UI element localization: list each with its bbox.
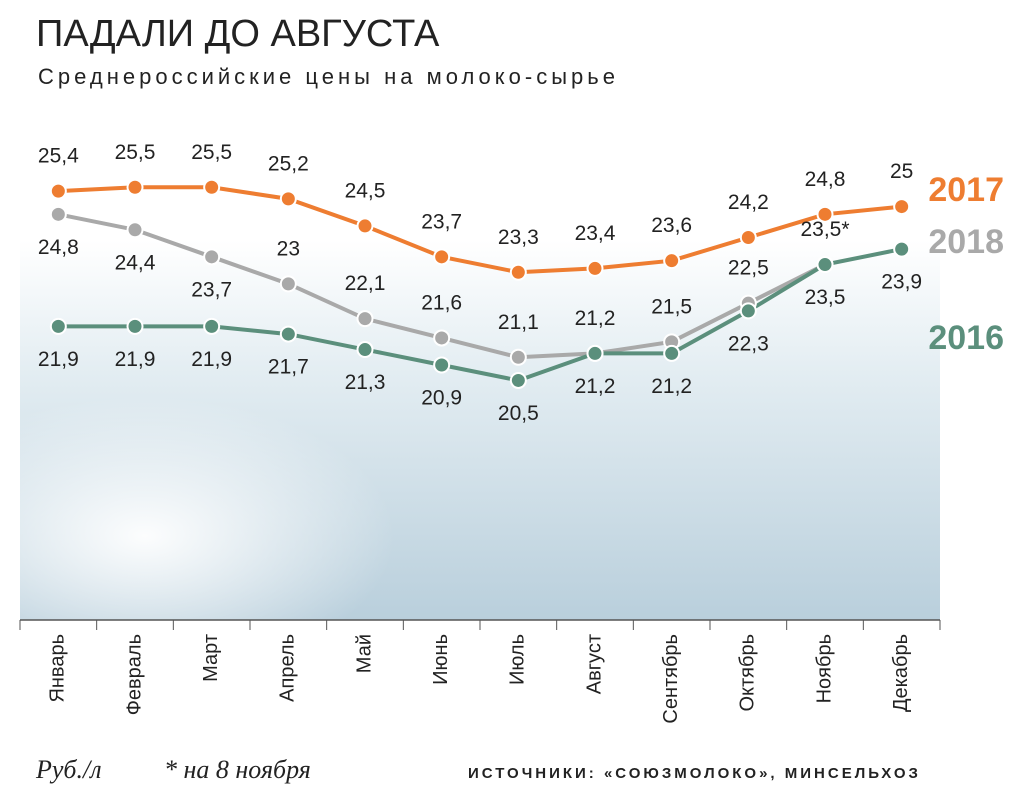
- point: [586, 344, 604, 362]
- point: [433, 329, 451, 347]
- data-label: 21,9: [191, 348, 232, 371]
- data-label: 25: [890, 160, 913, 183]
- legend-label: 2018: [928, 223, 1004, 261]
- point: [279, 190, 297, 208]
- data-label: 21,5: [651, 295, 692, 318]
- x-tick-label: Август: [583, 634, 605, 694]
- data-label: 23,6: [651, 214, 692, 237]
- data-label: 23,7: [191, 278, 232, 301]
- legend-label: 2016: [928, 319, 1004, 357]
- point: [279, 325, 297, 343]
- series-line: [58, 247, 903, 383]
- chart-subtitle: Среднероссийские цены на молоко-сырье: [38, 64, 619, 89]
- point: [126, 317, 144, 335]
- point: [203, 317, 221, 335]
- x-tick-label: Март: [200, 634, 222, 682]
- milk-splash: [20, 340, 520, 620]
- point: [509, 348, 527, 366]
- point: [356, 310, 374, 328]
- point: [509, 263, 527, 281]
- x-tick-label: Январь: [47, 634, 69, 703]
- data-label: 20,5: [498, 402, 539, 425]
- x-tick-label: Октябрь: [737, 634, 759, 712]
- point: [49, 182, 67, 200]
- data-label: 25,5: [191, 141, 232, 164]
- point: [356, 217, 374, 235]
- point: [49, 205, 67, 223]
- point: [279, 275, 297, 293]
- data-label: 22,1: [345, 272, 386, 295]
- point: [203, 178, 221, 196]
- data-label: 25,5: [115, 141, 156, 164]
- x-tick-label: Июль: [507, 634, 529, 685]
- x-tick-label: Май: [353, 634, 375, 673]
- point: [509, 371, 527, 389]
- legend-label: 2017: [928, 171, 1004, 209]
- point: [126, 178, 144, 196]
- data-label: 21,7: [268, 356, 309, 379]
- data-label: 24,4: [115, 251, 156, 274]
- point: [663, 252, 681, 270]
- point: [586, 259, 604, 277]
- x-tick-label: Декабрь: [890, 634, 912, 712]
- data-label: 21,9: [38, 348, 79, 371]
- data-label: 24,8: [38, 236, 79, 259]
- point: [893, 198, 911, 216]
- data-label: 22,5: [728, 257, 769, 280]
- x-tick-label: Февраль: [123, 634, 145, 715]
- point: [739, 302, 757, 320]
- data-label: 21,6: [421, 292, 462, 315]
- data-label: 21,1: [498, 311, 539, 334]
- source: ИСТОЧНИКИ: «СОЮЗМОЛОКО», МИНСЕЛЬХОЗ: [468, 765, 921, 782]
- point: [816, 205, 834, 223]
- point: [739, 229, 757, 246]
- data-label: 23,4: [575, 222, 616, 245]
- x-tick-label: Июнь: [430, 634, 452, 685]
- x-tick-label: Сентябрь: [660, 634, 682, 724]
- point: [203, 248, 221, 266]
- point: [663, 344, 681, 362]
- data-label: 21,2: [651, 375, 692, 398]
- x-tick-label: Апрель: [277, 634, 299, 702]
- data-label: 23,3: [498, 226, 539, 249]
- footnote: * на 8 ноября: [164, 755, 311, 784]
- data-label: 23,5*: [800, 218, 849, 241]
- point: [356, 341, 374, 359]
- data-label: 21,2: [575, 375, 616, 398]
- data-label: 24,5: [345, 179, 386, 202]
- unit: Руб./л: [35, 755, 102, 784]
- point: [433, 248, 451, 266]
- data-label: 23,7: [421, 210, 462, 233]
- point: [49, 317, 67, 335]
- data-label: 21,2: [575, 307, 616, 330]
- data-label: 25,4: [38, 145, 79, 168]
- data-label: 20,9: [421, 387, 462, 410]
- data-label: 23,9: [881, 271, 922, 294]
- data-label: 23,5: [805, 286, 846, 309]
- x-tick-label: Ноябрь: [813, 634, 835, 703]
- data-label: 25,2: [268, 152, 309, 175]
- point: [126, 221, 144, 239]
- point: [433, 356, 451, 374]
- series-line: [58, 185, 902, 275]
- point: [893, 240, 911, 258]
- point: [816, 256, 834, 274]
- data-label: 22,3: [728, 332, 769, 355]
- data-label: 24,8: [805, 168, 846, 191]
- data-label: 21,3: [345, 371, 386, 394]
- data-label: 23: [277, 237, 300, 260]
- data-label: 24,2: [728, 191, 769, 214]
- data-label: 21,9: [115, 348, 156, 371]
- chart-title: ПАДАЛИ ДО АВГУСТА: [36, 13, 440, 55]
